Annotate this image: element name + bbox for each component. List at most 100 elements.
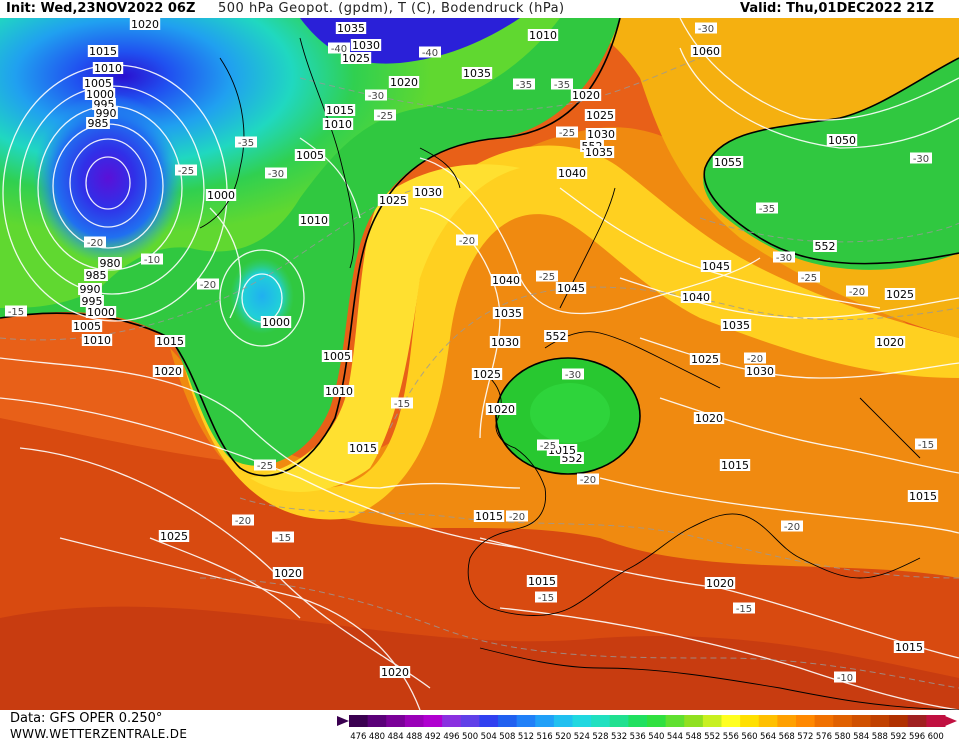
isobar-label-box [205, 189, 237, 201]
temperature-label-box [84, 236, 106, 248]
isobar-label-box [719, 459, 751, 471]
temperature-label-box [536, 270, 558, 282]
isobar-label: 1045 [700, 260, 732, 273]
temperature-label: -30 [695, 22, 717, 35]
isobar-label-box [680, 291, 712, 303]
isobar-label: 1005 [71, 320, 103, 333]
isobar-label-box [527, 29, 559, 41]
isobar-label-text: 1005 [73, 320, 101, 333]
legend-value-label: 544 [667, 732, 683, 741]
isobar-label-text: 1000 [207, 189, 235, 202]
temperature-label-box [756, 202, 778, 214]
legend-value-label: 568 [779, 732, 795, 741]
map-header: Init: Wed,23NOV2022 06Z 500 hPa Geopot. … [0, 0, 959, 18]
temperature-label: -15 [391, 397, 413, 410]
isobar-labels: 1020101510101005100099599098510351030102… [71, 18, 939, 679]
isobar-label-box [158, 530, 190, 542]
isobar-label-text: 1015 [721, 459, 749, 472]
isobar-label-text: 1020 [154, 365, 182, 378]
isobar-label-box [884, 288, 916, 300]
isobar-label-box [321, 350, 353, 362]
isobar-label: 1025 [158, 530, 190, 543]
temperature-label: -15 [5, 305, 27, 318]
temperature-label: -10 [834, 671, 856, 684]
isobar-label-text: 1045 [702, 260, 730, 273]
isobar-label: 1035 [492, 307, 524, 320]
isobar-label-box [492, 307, 524, 319]
isobar-label-text: 1015 [89, 45, 117, 58]
legend-value-label: 560 [741, 732, 757, 741]
isobar-label-box [272, 567, 304, 579]
isobar-label-box [324, 104, 356, 116]
isobar-label-text: 1030 [352, 39, 380, 52]
temperature-label: -25 [374, 109, 396, 122]
temperature-label-box [232, 514, 254, 526]
temperature-label-box [235, 136, 257, 148]
legend-color-cell [628, 715, 648, 727]
temperature-label: -35 [551, 78, 573, 91]
temperature-label: -10 [141, 253, 163, 266]
isobar-label: 1025 [340, 52, 372, 65]
isobar-label-text: 1055 [714, 156, 742, 169]
temperature-label: -20 [84, 236, 106, 249]
isobar-label: 980 [98, 257, 122, 270]
isobar-label-text: 1020 [876, 336, 904, 349]
isobar-label: 1020 [129, 18, 161, 31]
website-url: WWW.WETTERZENTRALE.DE [10, 727, 188, 741]
temperature-label-box [506, 510, 528, 522]
isobar-label-text: 1035 [337, 22, 365, 35]
isobar-label-text: 1010 [529, 29, 557, 42]
isobar-label-box [260, 316, 292, 328]
isobar-label-box [526, 575, 558, 587]
legend-value-label: 496 [443, 732, 459, 741]
init-time: Init: Wed,23NOV2022 06Z [6, 1, 196, 16]
temperature-label: -20 [506, 510, 528, 523]
isobar-label-box [377, 194, 409, 206]
isobar-label: 995 [80, 295, 104, 308]
temperature-label-box [535, 591, 557, 603]
isobar-label-box [98, 257, 122, 269]
temperature-label-text: -30 [368, 91, 384, 102]
legend-color-cell [777, 715, 797, 727]
isobar-label: 1035 [583, 146, 615, 159]
isobar-label-box [129, 18, 161, 30]
isobar-label-box [322, 118, 354, 130]
temperature-label-text: -20 [580, 475, 596, 486]
temperature-label: -35 [235, 136, 257, 149]
isobar-label-box [78, 283, 102, 295]
temperature-label-box [419, 46, 441, 58]
temperature-label-text: -10 [144, 255, 160, 266]
green-region-ne [703, 58, 959, 270]
legend-color-cell [349, 715, 369, 727]
temperature-label: -15 [272, 531, 294, 544]
isobar-label-box [570, 89, 602, 101]
isobar-label-text: 1005 [84, 77, 112, 90]
isobar-label-text: 985 [86, 269, 107, 282]
isobar-label: 1020 [485, 403, 517, 416]
temperature-label-text: -15 [275, 533, 291, 544]
cyan-low [230, 258, 294, 334]
isobar-label: 1005 [82, 77, 114, 90]
yellow-shore [250, 164, 520, 492]
isobar-label-text: 1030 [587, 128, 615, 141]
isobar-label-text: 1015 [909, 490, 937, 503]
temperature-label: -15 [733, 602, 755, 615]
temperature-label-box [328, 42, 350, 54]
temperature-label-box [744, 352, 766, 364]
legend-value-label: 592 [890, 732, 906, 741]
temperature-label-text: -35 [516, 80, 532, 91]
isobar-label: 1000 [84, 88, 116, 101]
legend-color-cell [442, 715, 462, 727]
isobar-label-box [826, 134, 858, 146]
temperature-label-box [562, 368, 584, 380]
legend-value-label: 528 [592, 732, 608, 741]
temperature-label-text: -30 [268, 169, 284, 180]
isobar-label-box [81, 334, 113, 346]
legend-color-cell [423, 715, 443, 727]
temperature-label-text: -15 [736, 604, 752, 615]
warm-band-sw [0, 606, 959, 710]
temperature-label-box [197, 278, 219, 290]
isobar-label-text: 1035 [463, 67, 491, 80]
isobar-label-text: 1060 [692, 45, 720, 58]
isobar-label-text: 1020 [390, 76, 418, 89]
